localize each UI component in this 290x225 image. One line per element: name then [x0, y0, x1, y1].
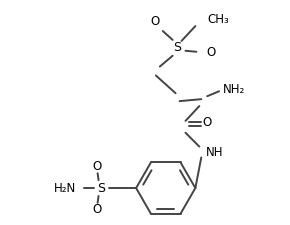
Text: S: S — [97, 182, 106, 195]
Text: O: O — [150, 15, 160, 28]
Text: S: S — [174, 41, 182, 54]
Text: O: O — [92, 160, 101, 173]
Text: O: O — [92, 203, 101, 216]
Text: O: O — [203, 116, 212, 129]
Text: NH: NH — [206, 146, 224, 159]
Text: NH₂: NH₂ — [223, 83, 245, 96]
Text: CH₃: CH₃ — [207, 13, 229, 26]
Text: H₂N: H₂N — [54, 182, 76, 195]
Text: O: O — [206, 46, 216, 59]
